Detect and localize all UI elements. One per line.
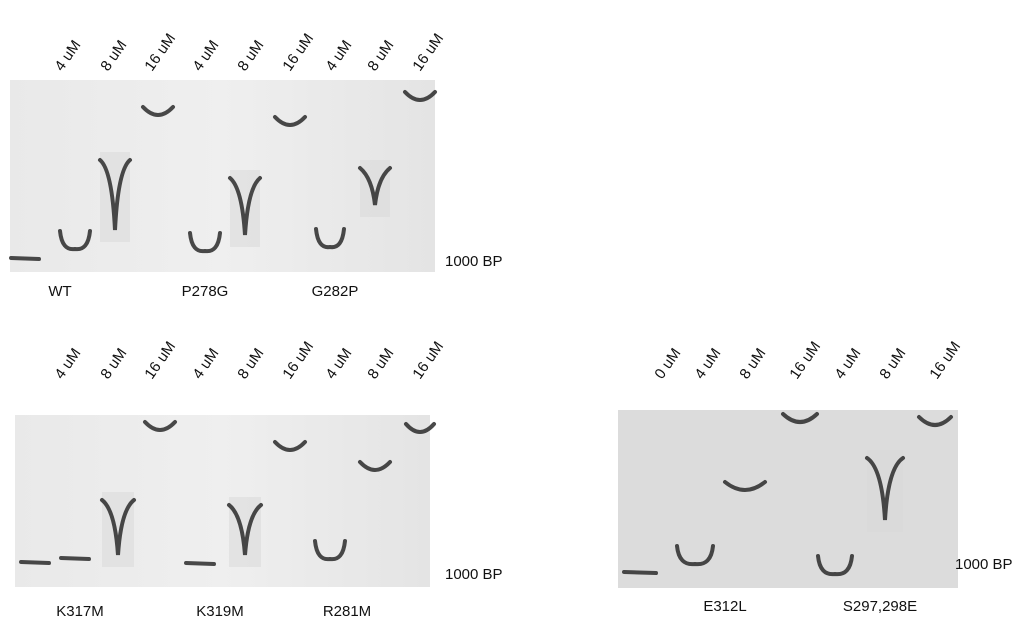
lane-label: 4 uM	[189, 37, 222, 74]
lane-label: 4 uM	[51, 37, 84, 74]
lane-label: 0 uM	[651, 345, 684, 382]
lane-label: 16 uM	[409, 30, 447, 74]
band	[228, 176, 262, 236]
sample-label: E312L	[703, 598, 746, 615]
lane-label: 16 uM	[279, 30, 317, 74]
lane-label: 8 uM	[736, 345, 769, 382]
sample-label: R281M	[323, 603, 371, 620]
lane-label: 4 uM	[691, 345, 724, 382]
marker-label: 1000 BP	[445, 253, 503, 270]
band	[58, 229, 92, 252]
band	[358, 460, 392, 472]
band	[100, 498, 136, 556]
lane-label: 16 uM	[926, 338, 964, 382]
band	[141, 105, 175, 117]
band	[19, 560, 51, 565]
lane-label: 4 uM	[322, 37, 355, 74]
band	[816, 554, 854, 577]
lane-label: 4 uM	[51, 345, 84, 382]
band	[723, 480, 767, 492]
band	[313, 539, 347, 562]
band	[917, 415, 953, 427]
lane-label: 8 uM	[234, 345, 267, 382]
lane-label: 4 uM	[322, 345, 355, 382]
band	[184, 561, 216, 566]
sample-label: WT	[48, 283, 71, 300]
band	[9, 256, 41, 261]
lane-label: 8 uM	[97, 37, 130, 74]
band	[358, 166, 392, 206]
band	[403, 90, 437, 102]
band	[622, 570, 658, 575]
band	[143, 420, 177, 432]
band	[273, 115, 307, 127]
lane-label: 16 uM	[409, 338, 447, 382]
marker-label: 1000 BP	[955, 556, 1013, 573]
band	[781, 412, 819, 424]
band	[404, 422, 436, 434]
gel	[618, 410, 958, 588]
lane-label: 16 uM	[141, 30, 179, 74]
gel	[15, 415, 430, 587]
band	[188, 231, 222, 254]
lane-label: 16 uM	[141, 338, 179, 382]
band	[865, 456, 905, 521]
lane-label: 16 uM	[786, 338, 824, 382]
band	[59, 556, 91, 561]
lane-label: 8 uM	[876, 345, 909, 382]
lane-label: 16 uM	[279, 338, 317, 382]
sample-label: K317M	[56, 603, 104, 620]
lane-label: 8 uM	[234, 37, 267, 74]
lane-label: 8 uM	[364, 345, 397, 382]
lane-label: 4 uM	[189, 345, 222, 382]
band	[273, 440, 307, 452]
marker-label: 1000 BP	[445, 566, 503, 583]
lane-label: 8 uM	[364, 37, 397, 74]
band	[98, 158, 132, 231]
smear	[360, 160, 390, 217]
sample-label: S297,298E	[843, 598, 917, 615]
sample-label: K319M	[196, 603, 244, 620]
band	[675, 544, 715, 567]
lane-label: 4 uM	[831, 345, 864, 382]
band	[227, 503, 263, 556]
sample-label: G282P	[312, 283, 359, 300]
sample-label: P278G	[182, 283, 229, 300]
band	[314, 227, 346, 250]
lane-label: 8 uM	[97, 345, 130, 382]
